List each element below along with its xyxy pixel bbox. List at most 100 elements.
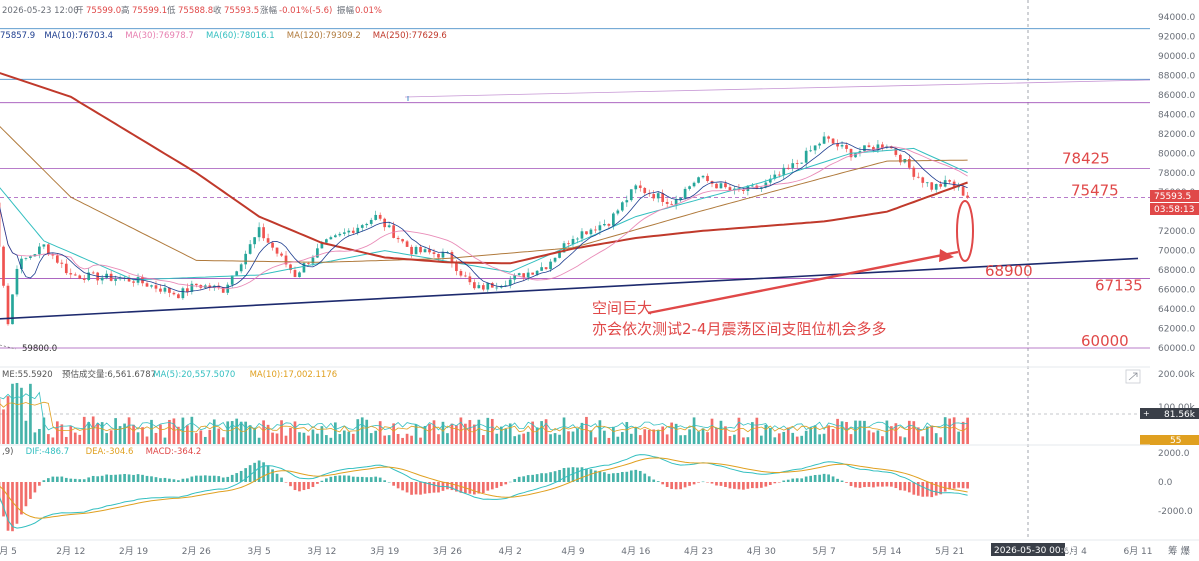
macd-bar[interactable] <box>768 482 772 485</box>
macd-bar[interactable] <box>603 472 606 482</box>
macd-bar[interactable] <box>356 476 360 482</box>
candle-body[interactable] <box>360 225 364 228</box>
volume-bar[interactable] <box>414 424 418 444</box>
candle-body[interactable] <box>47 244 50 255</box>
candle-body[interactable] <box>957 186 960 188</box>
macd-bar[interactable] <box>347 475 351 482</box>
volume-bar[interactable] <box>818 434 821 444</box>
volume-bar[interactable] <box>683 435 687 444</box>
macd-bar[interactable] <box>15 482 19 524</box>
macd-bar[interactable] <box>558 469 561 482</box>
macd-bar[interactable] <box>477 482 481 494</box>
volume-bar[interactable] <box>585 416 588 444</box>
volume-bar[interactable] <box>15 382 19 444</box>
macd-bar[interactable] <box>499 482 503 487</box>
volume-bar[interactable] <box>890 426 893 444</box>
macd-bar[interactable] <box>105 474 108 482</box>
volume-bar[interactable] <box>320 426 324 444</box>
candle-body[interactable] <box>432 252 436 254</box>
macd-bar[interactable] <box>930 482 934 498</box>
macd-bar[interactable] <box>338 475 342 482</box>
candle-body[interactable] <box>266 238 270 243</box>
volume-bar[interactable] <box>51 437 55 444</box>
candle-body[interactable] <box>24 257 28 259</box>
volume-bar[interactable] <box>369 433 373 444</box>
volume-bar[interactable] <box>73 432 77 444</box>
volume-bar[interactable] <box>154 432 158 444</box>
volume-bar[interactable] <box>78 434 82 444</box>
macd-bar[interactable] <box>481 482 485 493</box>
candle-body[interactable] <box>612 213 615 226</box>
macd-bar[interactable] <box>2 482 5 517</box>
candle-body[interactable] <box>342 232 346 234</box>
candle-body[interactable] <box>405 241 409 247</box>
macd-bar[interactable] <box>903 482 907 491</box>
volume-bar[interactable] <box>737 417 741 444</box>
macd-bar[interactable] <box>934 482 938 496</box>
candle-body[interactable] <box>553 257 557 262</box>
macd-bar[interactable] <box>522 476 526 482</box>
volume-bar[interactable] <box>100 422 104 444</box>
candle-body[interactable] <box>845 145 848 149</box>
volume-bar[interactable] <box>526 431 530 444</box>
volume-bar[interactable] <box>455 425 458 444</box>
candle-body[interactable] <box>517 273 521 276</box>
volume-bar[interactable] <box>558 434 561 444</box>
macd-bar[interactable] <box>208 475 212 482</box>
candle-body[interactable] <box>208 285 212 289</box>
macd-bar[interactable] <box>531 474 534 482</box>
macd-bar[interactable] <box>132 474 135 482</box>
macd-bar[interactable] <box>289 482 292 487</box>
candle-body[interactable] <box>473 282 476 289</box>
candle-body[interactable] <box>378 214 382 219</box>
volume-bar[interactable] <box>809 427 813 444</box>
volume-bar[interactable] <box>208 429 212 444</box>
candle-body[interactable] <box>64 263 68 274</box>
candle-body[interactable] <box>181 288 185 299</box>
volume-bars[interactable] <box>0 382 969 444</box>
candle-body[interactable] <box>172 292 176 295</box>
candle-body[interactable] <box>692 182 696 187</box>
macd-bar[interactable] <box>544 473 548 482</box>
macd-bar[interactable] <box>235 473 239 482</box>
macd-bar[interactable] <box>154 477 158 482</box>
candle-body[interactable] <box>132 281 135 283</box>
macd-bar[interactable] <box>854 482 857 488</box>
volume-bar[interactable] <box>293 421 297 444</box>
trendline[interactable] <box>0 257 1139 320</box>
macd-bar[interactable] <box>921 482 925 497</box>
volume-bar[interactable] <box>127 417 131 444</box>
bottom-right-tools[interactable]: 筹 爆 <box>1168 545 1191 557</box>
macd-bar[interactable] <box>652 479 656 482</box>
expand-icon-frame[interactable] <box>1125 369 1141 384</box>
volume-bar[interactable] <box>701 428 705 444</box>
candle-body[interactable] <box>109 273 113 281</box>
candle-body[interactable] <box>585 231 588 235</box>
macd-bar[interactable] <box>907 482 911 493</box>
candle-body[interactable] <box>898 154 902 163</box>
candle-body[interactable] <box>163 287 167 292</box>
volume-bar[interactable] <box>773 437 777 444</box>
candle-body[interactable] <box>302 263 306 273</box>
candle-body[interactable] <box>289 264 292 271</box>
candle-body[interactable] <box>230 275 234 285</box>
volume-bar[interactable] <box>109 430 113 444</box>
candle-body[interactable] <box>925 182 929 184</box>
volume-bar[interactable] <box>338 434 342 444</box>
macd-bar[interactable] <box>822 473 826 482</box>
macd-bar[interactable] <box>858 482 862 488</box>
candle-body[interactable] <box>87 272 91 280</box>
candle-body[interactable] <box>872 147 875 151</box>
macd-bar[interactable] <box>656 481 660 482</box>
volume-bar[interactable] <box>916 427 920 444</box>
macd-bar[interactable] <box>607 473 611 482</box>
candle-body[interactable] <box>114 279 117 281</box>
volume-bar[interactable] <box>181 417 185 444</box>
candle-body[interactable] <box>571 238 575 245</box>
volume-bar[interactable] <box>800 435 804 444</box>
volume-bar[interactable] <box>212 419 216 444</box>
volume-bar[interactable] <box>284 435 288 444</box>
volume-bar[interactable] <box>921 436 925 444</box>
candle-body[interactable] <box>55 255 59 263</box>
